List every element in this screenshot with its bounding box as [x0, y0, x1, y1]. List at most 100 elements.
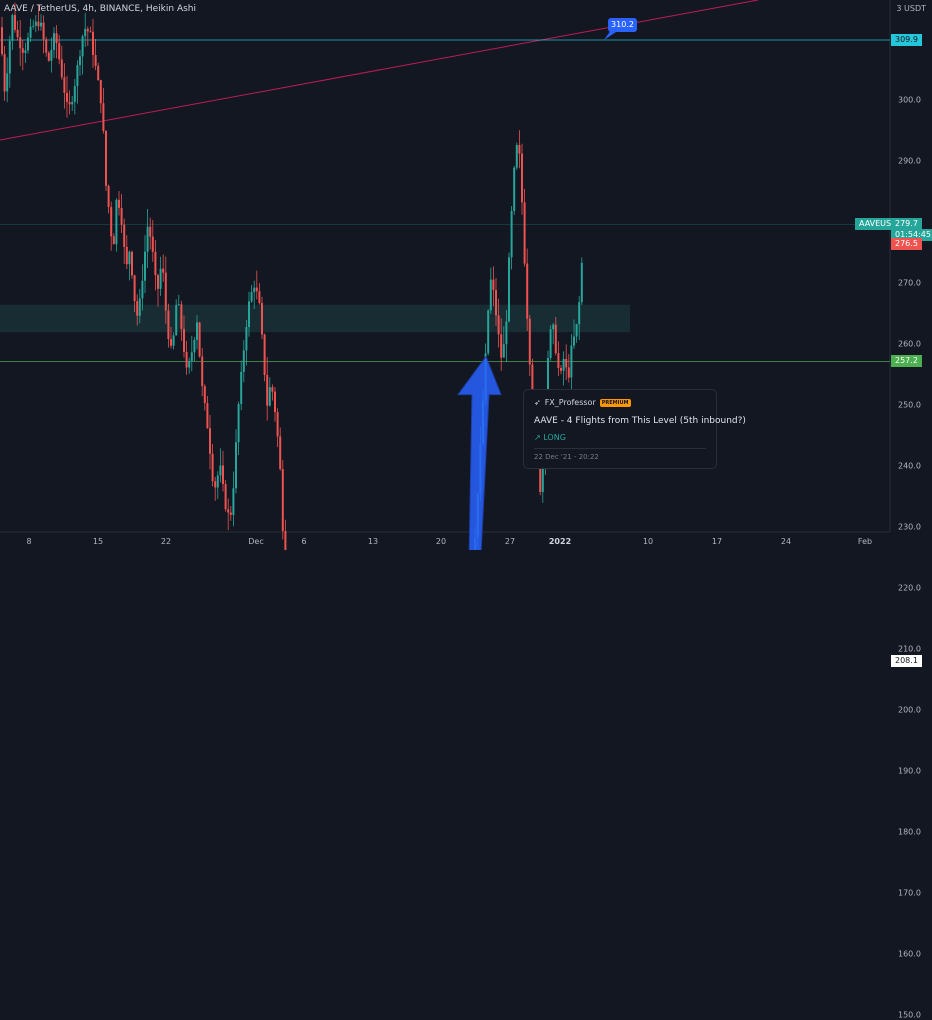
candle-down	[66, 92, 68, 102]
candle-down	[3, 54, 6, 92]
support-zone-rect[interactable]	[0, 304, 630, 333]
price-tick-label: 240.0	[898, 461, 921, 471]
candle-up	[547, 357, 549, 417]
candle-up	[573, 336, 575, 346]
candle-down	[164, 272, 167, 311]
blue-up-arrow-icon[interactable]	[457, 355, 502, 550]
candle-down	[157, 275, 159, 289]
candle-down	[86, 28, 89, 32]
premium-badge: PREMIUM	[599, 398, 631, 407]
candle-down	[120, 207, 123, 225]
price-tick-label: 230.0	[898, 522, 921, 532]
candle-down	[118, 199, 120, 208]
price-tick-label: 250.0	[898, 400, 921, 410]
candle-down	[201, 356, 204, 387]
candle-down	[229, 512, 232, 515]
candle-up	[242, 350, 245, 372]
candle-up	[580, 262, 583, 303]
price-tick-label: 220.0	[898, 583, 921, 593]
candle-down	[258, 291, 261, 304]
candle-up	[175, 305, 178, 336]
idea-card[interactable]: ➶ FX_Professor PREMIUM AAVE - 4 Flights …	[523, 389, 746, 469]
last-price-label: 279.7	[891, 218, 922, 231]
candle-down	[19, 37, 22, 49]
candle-up	[232, 488, 235, 515]
ascending-trendline[interactable]	[0, 0, 759, 141]
price-unit-label: 3 USDT	[896, 4, 926, 13]
candles-group	[1, 2, 583, 550]
candle-up	[216, 475, 219, 488]
candle-up	[508, 257, 510, 322]
candle-down	[149, 226, 152, 237]
candle-down	[47, 52, 50, 61]
candle-down	[58, 43, 61, 60]
annotations-group	[457, 30, 616, 550]
arrow-up-right-icon: ↗	[534, 433, 541, 442]
candle-down	[263, 334, 266, 375]
price-tick-label: 210.0	[898, 644, 921, 654]
candle-down	[102, 103, 105, 132]
candle-up	[141, 280, 144, 299]
price-tick-label: 190.0	[898, 766, 921, 776]
candle-up	[79, 56, 81, 66]
time-tick-label: 13	[367, 537, 379, 546]
candle-down	[92, 31, 94, 55]
candle-down	[284, 531, 287, 550]
candle-down	[162, 268, 165, 273]
candle-up	[115, 199, 118, 245]
time-tick-label: 27	[504, 537, 516, 546]
candle-up	[138, 298, 141, 316]
idea-author[interactable]: ➶ FX_Professor PREMIUM	[534, 398, 631, 407]
candle-up	[188, 360, 191, 368]
candle-down	[528, 318, 531, 365]
candle-down	[55, 33, 58, 44]
candle-down	[107, 185, 110, 208]
candle-up	[73, 86, 76, 102]
candle-up	[84, 28, 87, 37]
candle-up	[552, 324, 555, 330]
candle-down	[123, 224, 126, 247]
candle-down	[180, 304, 183, 329]
price-tick-label: 300.0	[898, 95, 921, 105]
candle-up	[190, 352, 193, 361]
card-divider	[534, 448, 706, 449]
candle-down	[133, 275, 136, 302]
candle-up	[40, 22, 42, 27]
price-tick-label: 290.0	[898, 156, 921, 166]
candle-up	[513, 167, 516, 212]
candle-down	[63, 77, 66, 93]
candle-down	[60, 59, 63, 78]
candle-up	[235, 442, 237, 489]
candle-up	[562, 358, 565, 371]
candle-up	[24, 50, 27, 53]
candle-up	[193, 339, 196, 353]
symbol-header[interactable]: AAVE / TetherUS, 4h, BINANCE, Heikin Ash…	[4, 4, 197, 14]
candle-down	[94, 54, 97, 66]
callout-pointer[interactable]	[604, 30, 616, 40]
candle-up	[53, 33, 55, 50]
candle-down	[261, 303, 263, 335]
time-tick-label: 17	[711, 537, 723, 546]
candle-up	[219, 465, 222, 476]
candle-down	[151, 236, 154, 252]
candle-down	[170, 339, 172, 346]
price-chart[interactable]	[0, 0, 932, 550]
candle-down	[203, 386, 206, 404]
time-tick-label: 8	[26, 537, 32, 546]
candle-up	[510, 211, 513, 258]
trendline-callout[interactable]: 310.2	[608, 18, 637, 32]
candle-down	[560, 368, 562, 371]
price-tick-label: 260.0	[898, 339, 921, 349]
candle-up	[502, 344, 505, 358]
time-tick-label: 2022	[548, 537, 572, 546]
time-tick-label: 10	[642, 537, 654, 546]
candle-up	[245, 327, 248, 351]
time-tick-label: 20	[435, 537, 447, 546]
candle-down	[565, 358, 568, 368]
idea-title[interactable]: AAVE - 4 Flights from This Level (5th in…	[534, 416, 746, 426]
author-name: FX_Professor	[544, 398, 596, 407]
candle-up	[515, 145, 518, 168]
time-tick-label: Feb	[857, 537, 873, 546]
candle-down	[112, 236, 115, 245]
idea-direction: ↗ LONG	[534, 433, 566, 442]
